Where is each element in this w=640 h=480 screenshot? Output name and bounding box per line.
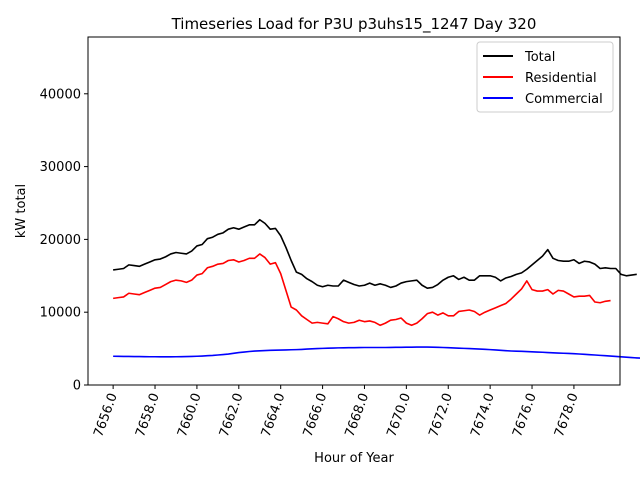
axes-frame xyxy=(87,36,621,386)
series-line-total xyxy=(113,218,637,289)
series-line-commercial xyxy=(113,346,640,359)
y-tick-label: 20000 xyxy=(40,233,81,248)
series-line-residential xyxy=(113,253,611,327)
legend-label-residential: Residential xyxy=(525,71,597,86)
legend-label-commercial: Commercial xyxy=(525,92,603,107)
y-axis-label: kW total xyxy=(14,184,29,238)
y-tick-label: 30000 xyxy=(40,160,81,175)
y-tick-label: 10000 xyxy=(40,306,81,321)
legend-box xyxy=(476,41,614,113)
series-layer xyxy=(113,218,640,359)
x-axis-label: Hour of Year xyxy=(314,451,394,466)
legend-label-total: Total xyxy=(524,50,555,65)
chart-title: Timeseries Load for P3U p3uhs15_1247 Day… xyxy=(171,15,537,34)
y-tick-label: 0 xyxy=(73,379,81,394)
y-tick-label: 40000 xyxy=(40,87,81,102)
y-axis-ticks: 0 10000 20000 30000 40000 xyxy=(40,87,88,394)
legend: Total Residential Commercial xyxy=(476,41,614,113)
